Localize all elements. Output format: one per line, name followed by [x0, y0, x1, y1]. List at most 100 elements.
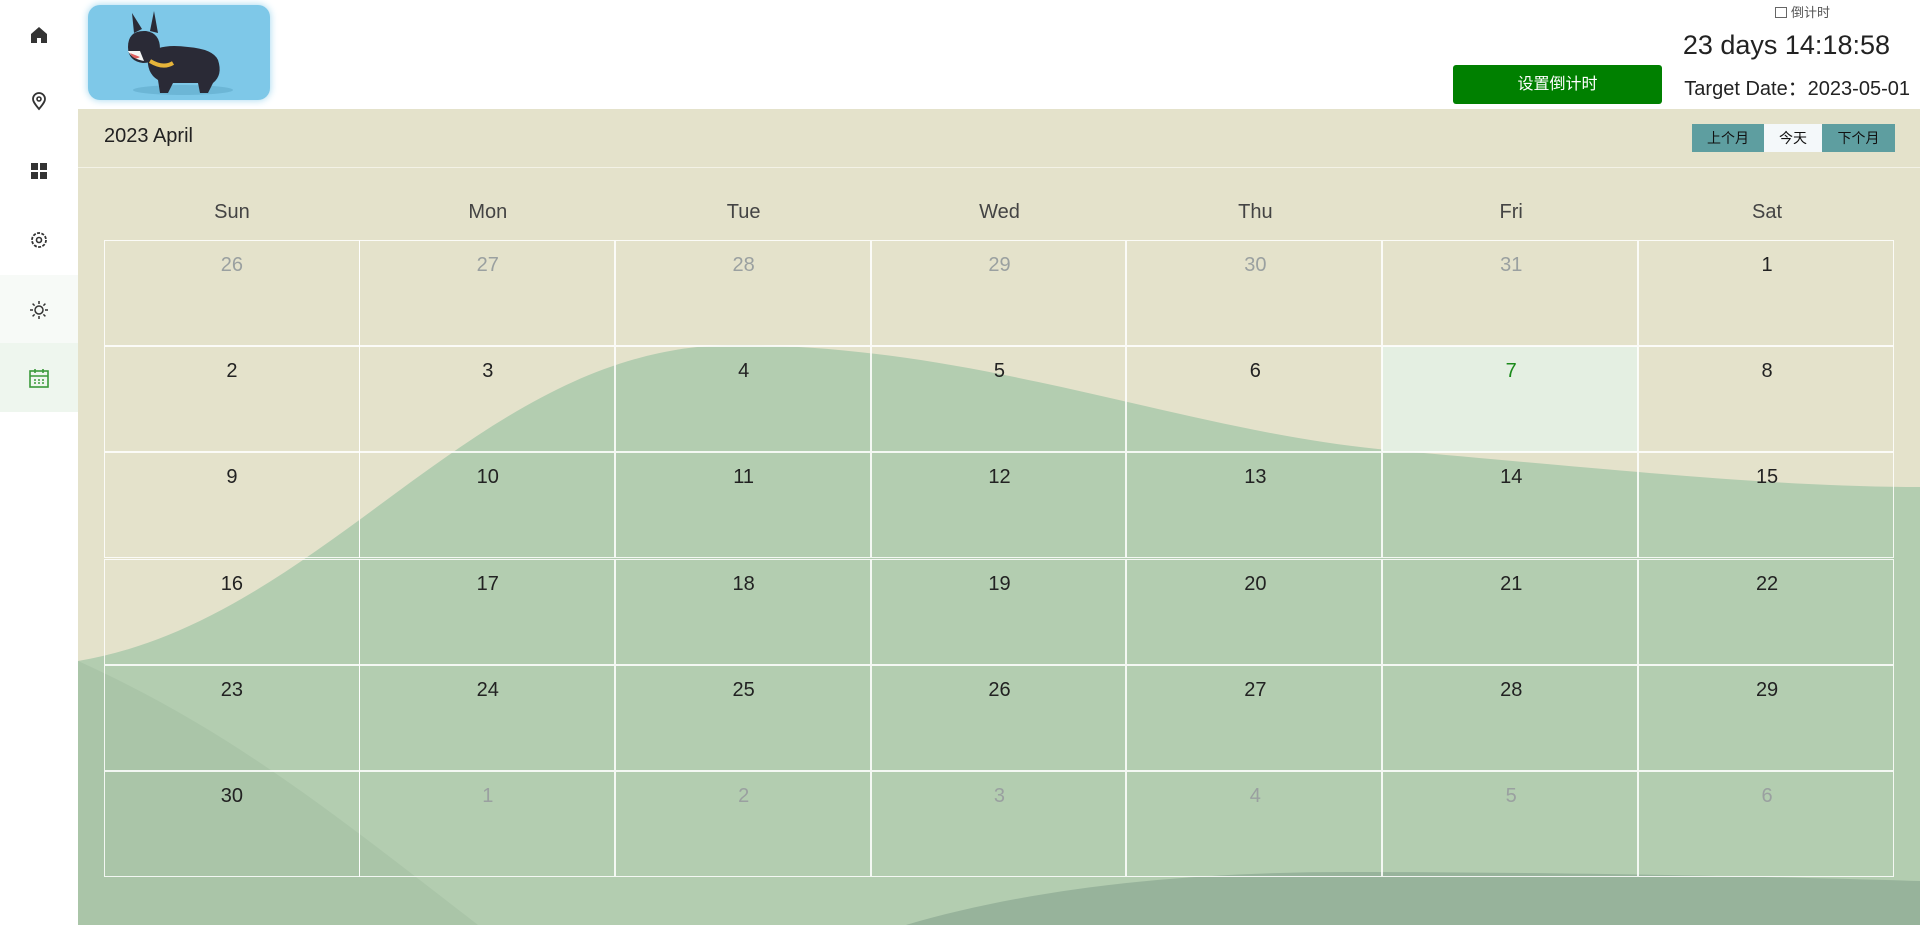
target-date: Target Date：2023-05-01: [1684, 78, 1910, 100]
day-cell[interactable]: [1638, 346, 1894, 453]
logo: [88, 5, 270, 100]
month-title: 2023 April: [104, 125, 193, 147]
day-number: 1: [1761, 254, 1773, 276]
day-cell[interactable]: [1382, 452, 1639, 559]
nav-dashboard[interactable]: [0, 136, 78, 205]
day-number: 2: [738, 784, 750, 807]
day-number: 13: [1244, 466, 1267, 489]
nav-home[interactable]: [0, 0, 78, 69]
day-number: 14: [1500, 466, 1523, 489]
day-cell[interactable]: [1126, 664, 1383, 771]
countdown-label-text: 倒计时: [1790, 5, 1830, 20]
day-number: 5: [993, 360, 1006, 383]
day-cell[interactable]: [614, 452, 871, 559]
day-cell[interactable]: [1382, 664, 1639, 771]
day-number: 31: [1500, 254, 1523, 276]
day-number: 4: [738, 360, 750, 383]
day-cell[interactable]: [358, 558, 615, 665]
day-number: 3: [993, 784, 1006, 807]
day-cell[interactable]: [1126, 452, 1383, 559]
day-number: 29: [988, 254, 1011, 276]
header: 倒计时 23 days 14:18:58 设置倒计时 Target Date：2…: [78, 0, 1920, 109]
set-countdown-button[interactable]: 设置倒计时: [1453, 65, 1662, 104]
day-number: 19: [988, 572, 1011, 595]
day-number: 1: [482, 784, 494, 807]
day-number: 26: [988, 678, 1011, 701]
day-number: 7: [1505, 360, 1517, 383]
day-number: 20: [1244, 572, 1267, 595]
day-number: 21: [1500, 572, 1523, 595]
day-number: 30: [1244, 254, 1267, 276]
day-cell[interactable]: [1382, 770, 1639, 877]
day-cell[interactable]: [1638, 240, 1894, 347]
weekday-label: Sun: [214, 201, 250, 223]
day-cell[interactable]: [870, 664, 1127, 771]
weekday-label: Tue: [726, 201, 761, 223]
countdown-label: 倒计时: [1774, 2, 1830, 21]
day-number: 2: [226, 360, 238, 383]
weekday-label: Sat: [1752, 201, 1783, 223]
day-number: 28: [1500, 678, 1523, 701]
day-cell[interactable]: [614, 346, 871, 453]
day-number: 11: [733, 466, 754, 489]
sidebar: [0, 0, 78, 925]
day-cell[interactable]: [614, 770, 871, 877]
next-month-button[interactable]: 下个月: [1822, 124, 1895, 152]
day-cell[interactable]: [358, 452, 615, 559]
day-cell[interactable]: [870, 240, 1127, 347]
weekday-label: Fri: [1499, 201, 1523, 223]
day-number: 4: [1249, 784, 1261, 807]
day-number: 18: [732, 572, 755, 595]
day-number: 30: [220, 784, 244, 807]
day-cell[interactable]: [1638, 558, 1894, 665]
today-button[interactable]: 今天: [1764, 124, 1822, 152]
day-number: 22: [1755, 572, 1779, 595]
day-number: 5: [1505, 784, 1517, 807]
day-cell[interactable]: [1638, 664, 1894, 771]
nav-settings[interactable]: [0, 205, 78, 274]
day-cell[interactable]: [870, 770, 1127, 877]
day-number: 25: [732, 678, 755, 701]
today-cell[interactable]: [1382, 346, 1639, 453]
day-number: 8: [1761, 360, 1773, 383]
day-cell[interactable]: [358, 240, 615, 347]
day-number: 24: [476, 678, 499, 701]
day-cell[interactable]: [1126, 240, 1383, 347]
nav-location[interactable]: [0, 66, 78, 135]
day-number: 28: [732, 254, 755, 276]
day-cell[interactable]: [614, 664, 871, 771]
day-number: 6: [1761, 784, 1773, 807]
day-number: 23: [220, 678, 244, 701]
weekday-label: Wed: [979, 201, 1020, 223]
day-number: 3: [482, 360, 494, 383]
day-number: 6: [1249, 360, 1261, 383]
day-cell[interactable]: [870, 558, 1127, 665]
day-cell[interactable]: [614, 240, 871, 347]
day-number: 27: [1244, 678, 1267, 701]
prev-month-button[interactable]: 上个月: [1692, 124, 1764, 152]
day-number: 16: [220, 572, 244, 595]
day-cell[interactable]: [1638, 452, 1894, 559]
nav-theme[interactable]: [0, 275, 78, 344]
weekday-label: Thu: [1238, 201, 1273, 223]
day-number: 15: [1755, 466, 1779, 489]
day-cell[interactable]: [1126, 770, 1383, 877]
day-cell[interactable]: [358, 664, 615, 771]
day-number: 26: [220, 254, 244, 276]
day-cell[interactable]: [1126, 346, 1383, 453]
day-cell[interactable]: [1382, 240, 1639, 347]
day-cell[interactable]: [1126, 558, 1383, 665]
day-cell[interactable]: [358, 346, 615, 453]
day-cell[interactable]: [1382, 558, 1639, 665]
day-cell[interactable]: [870, 452, 1127, 559]
day-number: 29: [1755, 678, 1779, 701]
weekday-label: Mon: [468, 201, 508, 223]
day-cell[interactable]: [870, 346, 1127, 453]
nav-calendar[interactable]: [0, 343, 78, 412]
day-cell[interactable]: [1638, 770, 1894, 877]
day-cell[interactable]: [358, 770, 615, 877]
day-cell[interactable]: [614, 558, 871, 665]
calendar-panel: 2023 April 上个月 今天 下个月 Sun Mon Tue Wed Thu Fri…: [78, 109, 1920, 925]
